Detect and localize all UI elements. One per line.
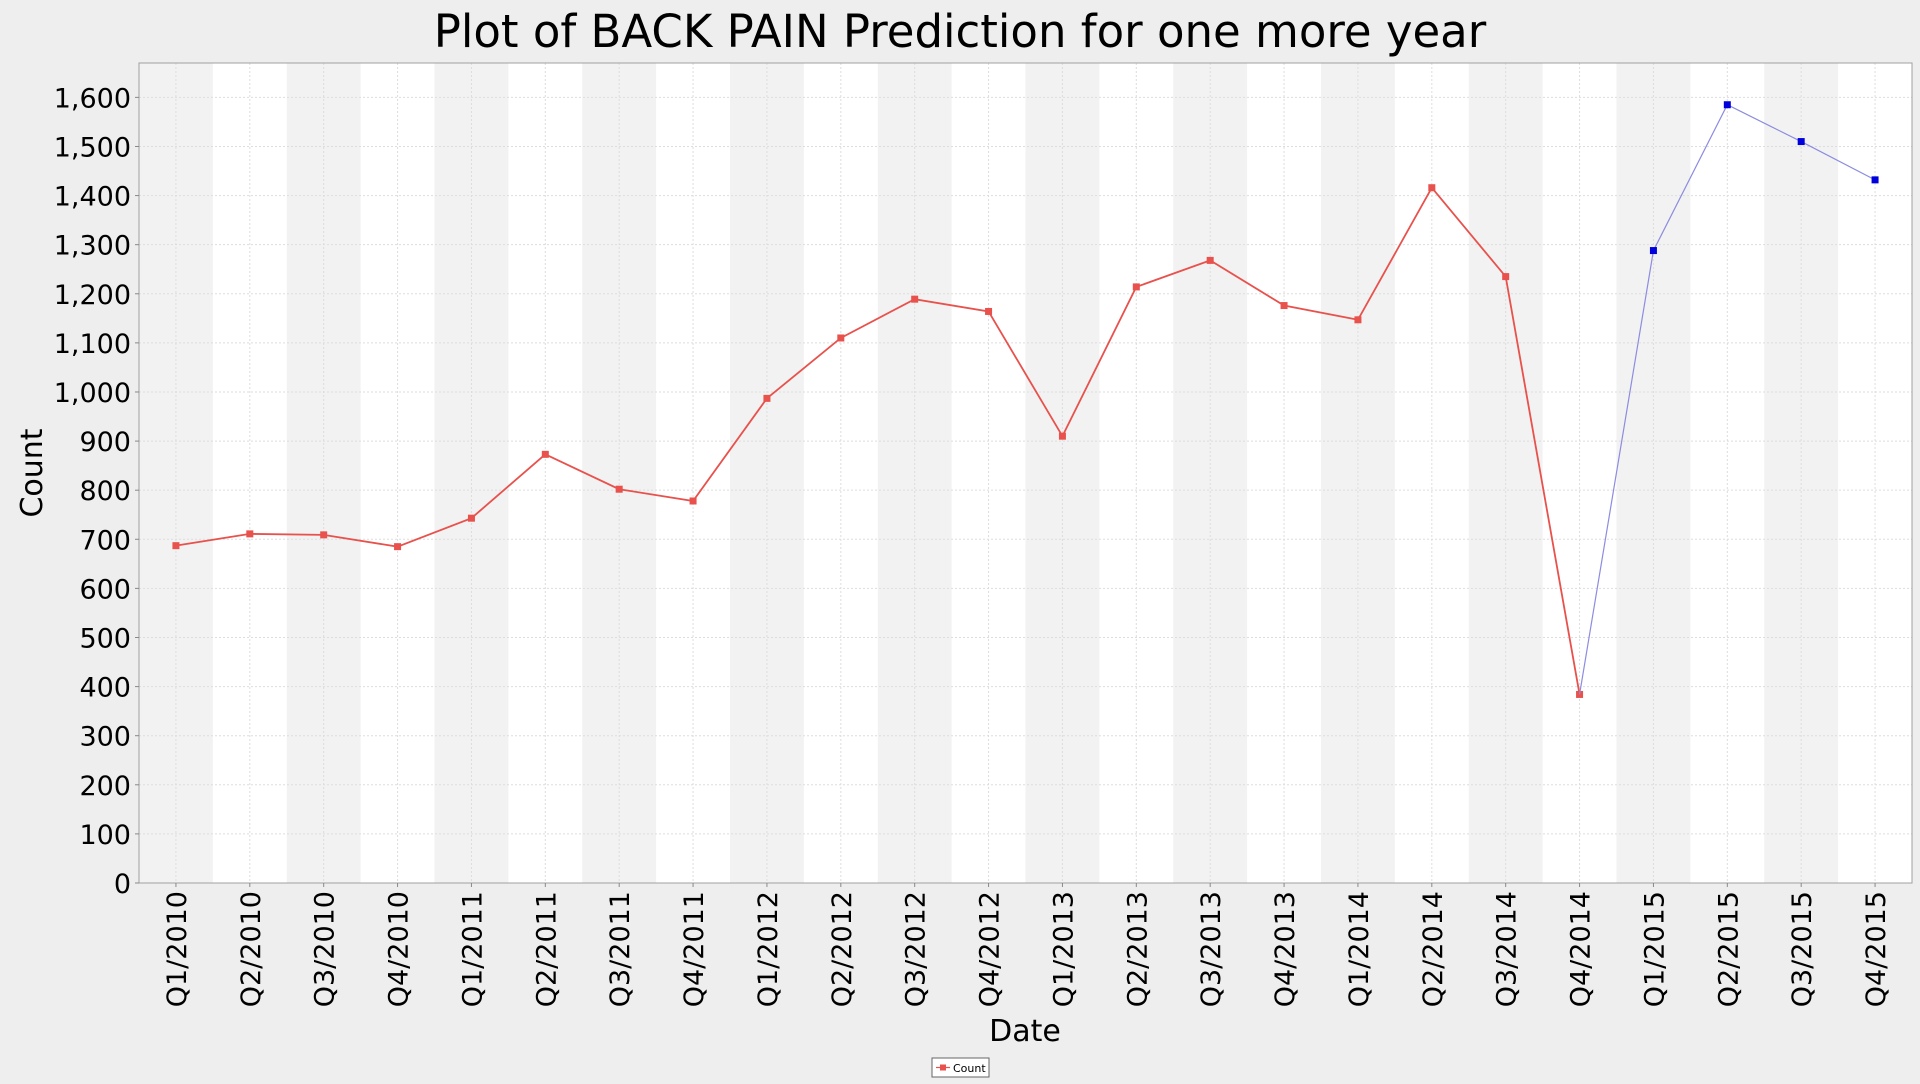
x-axis: Q1/2010 Q2/2010 Q3/2010 Q4/2010 Q1/2011 Q2/20… (162, 883, 1892, 1007)
x-tick-label: Q3/2010 (310, 891, 341, 1007)
legend-swatch-marker (940, 1064, 946, 1071)
y-axis-label: Count (15, 428, 50, 517)
actual-point (985, 307, 993, 315)
actual-point (1428, 184, 1436, 192)
y-tick-label: 400 (79, 673, 131, 704)
actual-point (689, 497, 697, 505)
actual-point (320, 531, 328, 539)
actual-point (837, 334, 845, 342)
x-axis-label: Date (989, 1014, 1061, 1049)
x-tick-label: Q1/2013 (1048, 891, 1079, 1007)
actual-point (1132, 283, 1140, 291)
plot-border (138, 62, 1913, 884)
y-tick-label: 1,400 (54, 182, 131, 213)
x-tick-label: Q3/2014 (1492, 891, 1523, 1007)
x-tick-label: Q2/2014 (1418, 891, 1449, 1007)
y-tick-label: 800 (79, 476, 131, 507)
predicted-point (1723, 101, 1731, 109)
legend: Count (931, 1057, 990, 1078)
x-tick-label: Q3/2012 (901, 891, 932, 1007)
actual-point (172, 542, 180, 550)
y-tick-label: 100 (79, 820, 131, 851)
y-tick-label: 500 (79, 623, 131, 654)
actual-point (1280, 302, 1288, 310)
actual-point (1354, 316, 1362, 324)
actual-point (1206, 256, 1214, 264)
x-tick-label: Q3/2011 (605, 891, 636, 1007)
y-tick-label: 200 (79, 771, 131, 802)
actual-point (1058, 432, 1066, 440)
series-layer (172, 101, 1879, 698)
y-tick-label: 1,000 (54, 378, 131, 409)
x-tick-label: Q2/2013 (1122, 891, 1153, 1007)
x-tick-label: Q1/2010 (162, 891, 193, 1007)
x-tick-label: Q1/2012 (753, 891, 784, 1007)
actual-point (911, 295, 919, 303)
predicted-point (1797, 138, 1805, 146)
x-tick-label: Q4/2013 (1270, 891, 1301, 1007)
y-axis: 0 100 200 300 400 500 600 700 800 900 1,000 1,100 1,… (54, 83, 139, 900)
actual-point (763, 394, 771, 402)
actual-point (246, 530, 254, 538)
x-tick-label: Q3/2015 (1787, 891, 1818, 1007)
actual-point (1502, 273, 1510, 281)
y-tick-label: 700 (79, 525, 131, 556)
y-tick-label: 300 (79, 722, 131, 753)
x-tick-label: Q1/2015 (1639, 891, 1670, 1007)
y-tick-label: 900 (79, 427, 131, 458)
legend-box (931, 1057, 990, 1078)
actual-point (467, 514, 475, 522)
actual-point (394, 543, 402, 551)
actual-point (615, 485, 623, 493)
y-tick-label: 1,100 (54, 329, 131, 360)
legend-label: Count (953, 1062, 986, 1075)
actual-series-line (175, 186, 1581, 695)
actual-point (541, 450, 549, 458)
x-tick-label: Q2/2011 (531, 891, 562, 1007)
y-tick-label: 1,200 (54, 280, 131, 311)
x-tick-label: Q4/2015 (1861, 891, 1892, 1007)
chart-title: Plot of BACK PAIN Prediction for one mor… (434, 5, 1487, 58)
y-tick-label: 0 (114, 869, 131, 900)
x-tick-label: Q4/2014 (1566, 891, 1597, 1007)
y-tick-label: 1,600 (54, 83, 131, 114)
x-tick-label: Q2/2010 (236, 891, 267, 1007)
x-tick-label: Q1/2011 (457, 891, 488, 1007)
predicted-point (1871, 176, 1879, 184)
y-tick-label: 1,500 (54, 132, 131, 163)
x-tick-label: Q4/2012 (975, 891, 1006, 1007)
x-tick-label: Q4/2010 (384, 891, 415, 1007)
predicted-point (1649, 247, 1657, 255)
plot-area (138, 62, 1913, 884)
x-tick-label: Q1/2014 (1344, 891, 1375, 1007)
x-tick-label: Q4/2011 (679, 891, 710, 1007)
x-tick-label: Q3/2013 (1196, 891, 1227, 1007)
y-tick-label: 600 (79, 574, 131, 605)
y-tick-label: 1,300 (54, 231, 131, 262)
x-tick-label: Q2/2012 (827, 891, 858, 1007)
x-tick-label: Q2/2015 (1713, 891, 1744, 1007)
